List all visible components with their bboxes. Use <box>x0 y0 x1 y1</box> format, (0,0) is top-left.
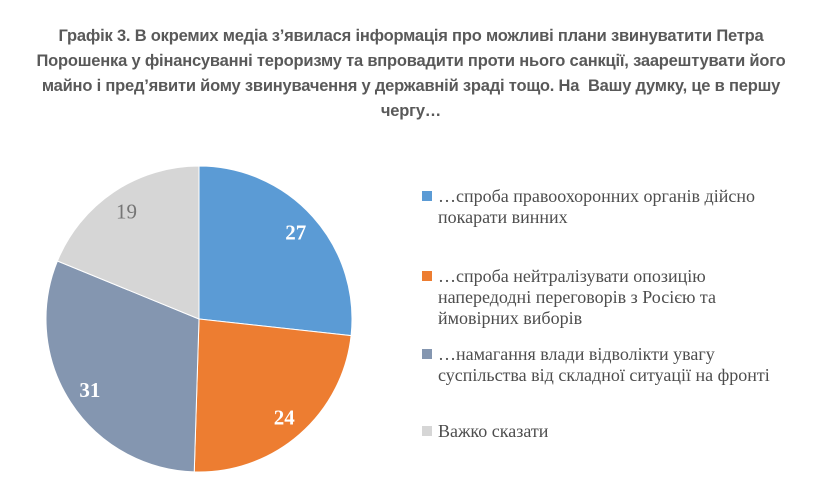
legend: …спроба правоохоронних органів дійсно по… <box>422 186 782 476</box>
pie-slice-value-label: 19 <box>116 199 137 223</box>
legend-item: …намагання влади відволікти увагу суспіл… <box>422 344 770 386</box>
pie-chart: 27 24 31 19 <box>45 165 353 473</box>
legend-color-swatch <box>422 426 432 436</box>
legend-label: Важко сказати <box>438 421 549 441</box>
pie-slice-value-label: 31 <box>79 378 100 402</box>
pie-slice-value-label: 27 <box>285 221 306 245</box>
legend-item: …спроба правоохоронних органів дійсно по… <box>422 186 770 228</box>
legend-item: Важко сказати <box>422 421 770 442</box>
pie-slice-value-label: 24 <box>274 406 296 430</box>
pie-slice-2 <box>45 260 200 473</box>
pie-slice-1 <box>193 318 352 473</box>
legend-label: …спроба нейтралізувати опозицію напередо… <box>438 266 716 328</box>
legend-color-swatch <box>422 271 432 281</box>
legend-label: …спроба правоохоронних органів дійсно по… <box>438 186 755 227</box>
pie-slice-3 <box>56 165 200 320</box>
legend-item: …спроба нейтралізувати опозицію напередо… <box>422 266 770 329</box>
pie-slice-0 <box>198 165 353 337</box>
legend-color-swatch <box>422 191 432 201</box>
legend-color-swatch <box>422 349 432 359</box>
chart-title: Графік 3. В окремих медіа з’явилася інфо… <box>36 27 790 120</box>
legend-label: …намагання влади відволікти увагу суспіл… <box>438 344 770 385</box>
